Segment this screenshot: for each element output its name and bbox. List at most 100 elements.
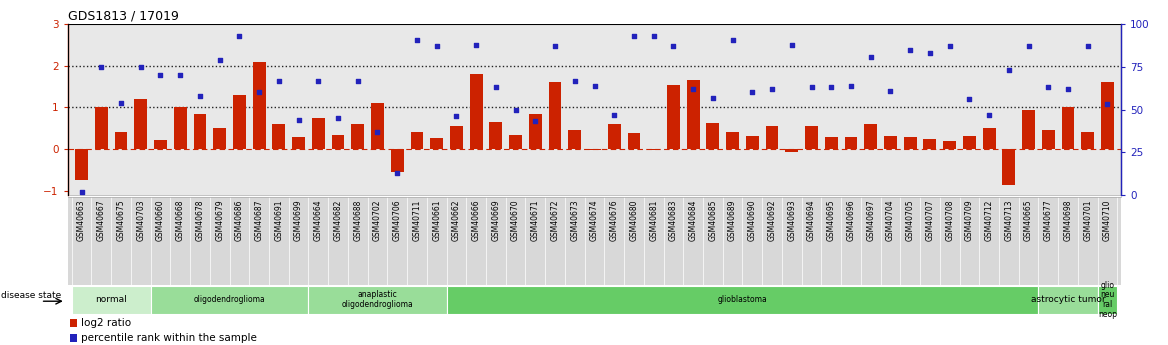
Bar [627,133,640,149]
Bar [272,124,285,149]
Point [743,90,762,95]
Bar [509,135,522,149]
Text: GSM40702: GSM40702 [373,199,382,241]
Bar [1101,82,1114,149]
Text: GSM40686: GSM40686 [235,199,244,241]
Text: GSM40691: GSM40691 [274,199,284,241]
Bar [904,137,917,149]
Point [290,117,308,122]
Point [980,112,999,117]
Bar [707,123,719,149]
Point [565,78,584,83]
Text: GSM40667: GSM40667 [97,199,106,241]
Bar [391,149,404,172]
Bar [70,334,77,342]
Text: GSM40677: GSM40677 [1044,199,1052,241]
Point [92,64,111,70]
Bar [446,286,1038,314]
Point [1040,85,1058,90]
Bar [1038,286,1098,314]
Text: GSM40683: GSM40683 [669,199,677,241]
Point [328,115,347,121]
Bar [529,114,542,149]
Bar [766,126,779,149]
Point [1078,43,1097,49]
Text: GSM40672: GSM40672 [550,199,559,241]
Bar [352,124,364,149]
Text: GSM40679: GSM40679 [215,199,224,241]
Bar [232,95,245,149]
Text: GSM40674: GSM40674 [590,199,599,241]
Text: GSM40668: GSM40668 [175,199,185,241]
Text: GSM40660: GSM40660 [157,199,165,241]
Bar [746,136,759,149]
Bar [151,286,308,314]
Point [1020,43,1038,49]
Point [270,78,288,83]
Point [1098,102,1117,107]
Point [408,37,426,42]
Text: normal: normal [96,295,127,304]
Point [645,33,663,39]
Point [230,33,249,39]
Text: GSM40664: GSM40664 [314,199,322,241]
Text: GSM40699: GSM40699 [294,199,303,241]
Text: GSM40711: GSM40711 [412,199,422,241]
Bar [75,149,88,180]
Point [940,43,959,49]
Text: percentile rank within the sample: percentile rank within the sample [81,333,257,343]
Text: GSM40708: GSM40708 [945,199,954,241]
Text: GSM40671: GSM40671 [530,199,540,241]
Bar [252,62,265,149]
Bar [982,128,995,149]
Bar [214,128,227,149]
Text: GSM40707: GSM40707 [925,199,934,241]
Text: GSM40670: GSM40670 [512,199,520,241]
Text: GSM40675: GSM40675 [117,199,125,241]
Point [723,37,742,42]
Point [545,43,564,49]
Point [802,85,821,90]
Text: GSM40694: GSM40694 [807,199,816,241]
Point [388,170,406,176]
Bar [194,114,207,149]
Bar [332,135,345,149]
Bar [647,149,660,150]
Bar [687,80,700,149]
Text: GSM40681: GSM40681 [649,199,659,241]
Bar [726,132,739,149]
Text: log2 ratio: log2 ratio [81,318,131,328]
Text: anaplastic
oligodendroglioma: anaplastic oligodendroglioma [341,290,413,309]
Point [1000,68,1018,73]
Point [171,73,189,78]
Text: GSM40685: GSM40685 [708,199,717,241]
Point [447,114,466,119]
Point [901,47,919,52]
Text: GDS1813 / 17019: GDS1813 / 17019 [68,10,179,23]
Bar [549,82,562,149]
Point [625,33,644,39]
Point [506,107,524,112]
Point [526,119,544,124]
Bar [1082,132,1094,149]
Bar [489,122,502,149]
Text: GSM40696: GSM40696 [847,199,855,241]
Text: GSM40666: GSM40666 [472,199,481,241]
Bar [785,149,798,151]
Point [683,86,702,92]
Point [210,57,229,63]
Bar [1002,149,1015,185]
Point [250,90,269,95]
Text: GSM40688: GSM40688 [353,199,362,241]
Bar [470,74,482,149]
Text: GSM40703: GSM40703 [137,199,145,241]
Bar [825,137,837,149]
Point [427,43,446,49]
Bar [71,286,151,314]
Bar [589,149,600,150]
Point [467,42,486,47]
Bar [174,107,187,149]
Text: GSM40704: GSM40704 [887,199,895,241]
Point [605,112,624,117]
Text: GSM40692: GSM40692 [767,199,777,241]
